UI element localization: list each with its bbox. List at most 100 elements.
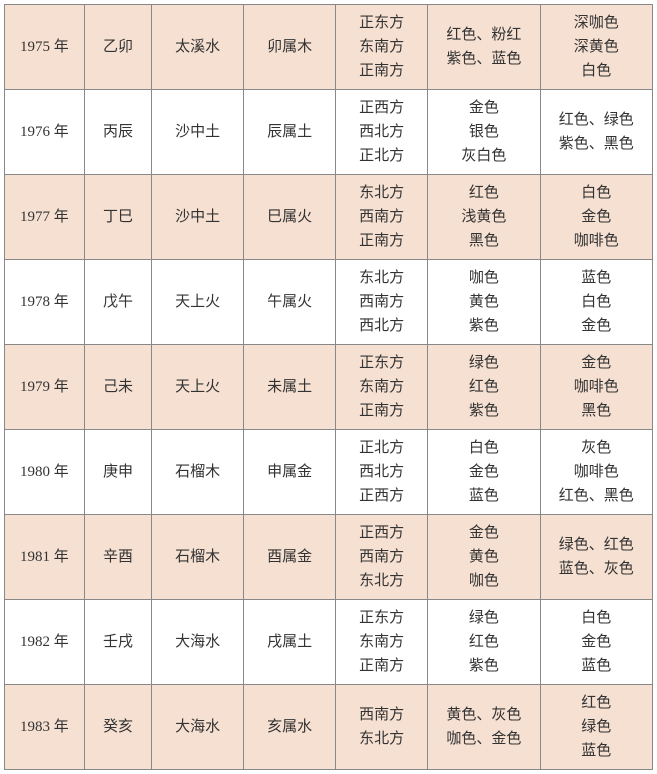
table-row: 1983 年癸亥大海水亥属水西南方东北方黄色、灰色咖色、金色红色绿色蓝色 (5, 685, 653, 770)
year-cell: 1975 年 (5, 5, 85, 90)
nayin-cell: 太溪水 (152, 5, 244, 90)
directions-cell-line: 东南方 (338, 35, 425, 59)
zodiac-table: 1975 年乙卯太溪水卯属木正东方东南方正南方红色、粉红紫色、蓝色深咖色深黄色白… (4, 4, 653, 770)
bad-colors-cell-line: 深咖色 (543, 11, 650, 35)
year-cell: 1978 年 (5, 260, 85, 345)
directions-cell-line: 东北方 (338, 266, 425, 290)
directions-cell: 东北方西南方正南方 (336, 175, 428, 260)
good-colors-cell-line: 紫色、蓝色 (430, 47, 537, 71)
ganzhi-cell: 庚申 (84, 430, 151, 515)
ganzhi-cell: 乙卯 (84, 5, 151, 90)
good-colors-cell-line: 红色 (430, 630, 537, 654)
good-colors-cell-line: 绿色 (430, 351, 537, 375)
good-colors-cell-line: 红色 (430, 181, 537, 205)
bad-colors-cell-line: 绿色 (543, 715, 650, 739)
wuxing-cell: 巳属火 (244, 175, 336, 260)
bad-colors-cell-line: 金色 (543, 205, 650, 229)
good-colors-cell-line: 紫色 (430, 399, 537, 423)
directions-cell: 正北方西北方正西方 (336, 430, 428, 515)
nayin-cell: 大海水 (152, 600, 244, 685)
directions-cell: 正西方西南方东北方 (336, 515, 428, 600)
directions-cell: 西南方东北方 (336, 685, 428, 770)
directions-cell-line: 正东方 (338, 11, 425, 35)
table-row: 1980 年庚申石榴木申属金正北方西北方正西方白色金色蓝色灰色咖啡色红色、黑色 (5, 430, 653, 515)
table-row: 1978 年戊午天上火午属火东北方西南方西北方咖色黄色紫色蓝色白色金色 (5, 260, 653, 345)
wuxing-cell: 未属土 (244, 345, 336, 430)
good-colors-cell: 金色银色灰白色 (428, 90, 540, 175)
good-colors-cell-line: 绿色 (430, 606, 537, 630)
ganzhi-cell: 己未 (84, 345, 151, 430)
bad-colors-cell-line: 白色 (543, 290, 650, 314)
bad-colors-cell: 蓝色白色金色 (540, 260, 652, 345)
directions-cell-line: 西北方 (338, 314, 425, 338)
bad-colors-cell-line: 紫色、黑色 (543, 132, 650, 156)
wuxing-cell: 酉属金 (244, 515, 336, 600)
nayin-cell: 沙中土 (152, 175, 244, 260)
good-colors-cell-line: 咖色 (430, 569, 537, 593)
good-colors-cell-line: 白色 (430, 436, 537, 460)
good-colors-cell-line: 紫色 (430, 314, 537, 338)
directions-cell-line: 正西方 (338, 521, 425, 545)
bad-colors-cell: 红色绿色蓝色 (540, 685, 652, 770)
nayin-cell: 天上火 (152, 345, 244, 430)
bad-colors-cell-line: 红色、绿色 (543, 108, 650, 132)
good-colors-cell: 咖色黄色紫色 (428, 260, 540, 345)
good-colors-cell-line: 黄色 (430, 545, 537, 569)
ganzhi-cell: 辛酉 (84, 515, 151, 600)
good-colors-cell-line: 紫色 (430, 654, 537, 678)
directions-cell-line: 西北方 (338, 120, 425, 144)
bad-colors-cell-line: 灰色 (543, 436, 650, 460)
year-cell: 1979 年 (5, 345, 85, 430)
bad-colors-cell-line: 咖啡色 (543, 375, 650, 399)
good-colors-cell-line: 咖色、金色 (430, 727, 537, 751)
directions-cell-line: 正西方 (338, 96, 425, 120)
directions-cell-line: 正南方 (338, 654, 425, 678)
directions-cell-line: 正南方 (338, 229, 425, 253)
ganzhi-cell: 壬戌 (84, 600, 151, 685)
bad-colors-cell: 红色、绿色紫色、黑色 (540, 90, 652, 175)
bad-colors-cell-line: 金色 (543, 630, 650, 654)
wuxing-cell: 卯属木 (244, 5, 336, 90)
good-colors-cell-line: 黄色、灰色 (430, 703, 537, 727)
directions-cell: 正东方东南方正南方 (336, 5, 428, 90)
bad-colors-cell-line: 红色 (543, 691, 650, 715)
directions-cell: 正东方东南方正南方 (336, 345, 428, 430)
directions-cell: 正西方西北方正北方 (336, 90, 428, 175)
bad-colors-cell: 灰色咖啡色红色、黑色 (540, 430, 652, 515)
nayin-cell: 天上火 (152, 260, 244, 345)
bad-colors-cell-line: 蓝色 (543, 654, 650, 678)
good-colors-cell-line: 红色、粉红 (430, 23, 537, 47)
directions-cell-line: 西南方 (338, 290, 425, 314)
good-colors-cell-line: 金色 (430, 460, 537, 484)
good-colors-cell: 黄色、灰色咖色、金色 (428, 685, 540, 770)
directions-cell-line: 正东方 (338, 606, 425, 630)
good-colors-cell: 绿色红色紫色 (428, 600, 540, 685)
table-row: 1977 年丁巳沙中土巳属火东北方西南方正南方红色浅黄色黑色白色金色咖啡色 (5, 175, 653, 260)
bad-colors-cell-line: 蓝色 (543, 739, 650, 763)
wuxing-cell: 午属火 (244, 260, 336, 345)
table-row: 1982 年壬戌大海水戌属土正东方东南方正南方绿色红色紫色白色金色蓝色 (5, 600, 653, 685)
directions-cell-line: 东南方 (338, 375, 425, 399)
bad-colors-cell-line: 绿色、红色 (543, 533, 650, 557)
bad-colors-cell: 深咖色深黄色白色 (540, 5, 652, 90)
table-row: 1976 年丙辰沙中土辰属土正西方西北方正北方金色银色灰白色红色、绿色紫色、黑色 (5, 90, 653, 175)
directions-cell: 正东方东南方正南方 (336, 600, 428, 685)
bad-colors-cell: 白色金色蓝色 (540, 600, 652, 685)
good-colors-cell-line: 黑色 (430, 229, 537, 253)
nayin-cell: 石榴木 (152, 430, 244, 515)
good-colors-cell: 金色黄色咖色 (428, 515, 540, 600)
directions-cell-line: 西北方 (338, 460, 425, 484)
good-colors-cell: 绿色红色紫色 (428, 345, 540, 430)
good-colors-cell: 红色浅黄色黑色 (428, 175, 540, 260)
wuxing-cell: 戌属土 (244, 600, 336, 685)
ganzhi-cell: 丁巳 (84, 175, 151, 260)
bad-colors-cell-line: 白色 (543, 59, 650, 83)
ganzhi-cell: 丙辰 (84, 90, 151, 175)
directions-cell-line: 正北方 (338, 436, 425, 460)
directions-cell-line: 东北方 (338, 569, 425, 593)
good-colors-cell-line: 银色 (430, 120, 537, 144)
year-cell: 1980 年 (5, 430, 85, 515)
bad-colors-cell-line: 红色、黑色 (543, 484, 650, 508)
good-colors-cell: 红色、粉红紫色、蓝色 (428, 5, 540, 90)
wuxing-cell: 申属金 (244, 430, 336, 515)
